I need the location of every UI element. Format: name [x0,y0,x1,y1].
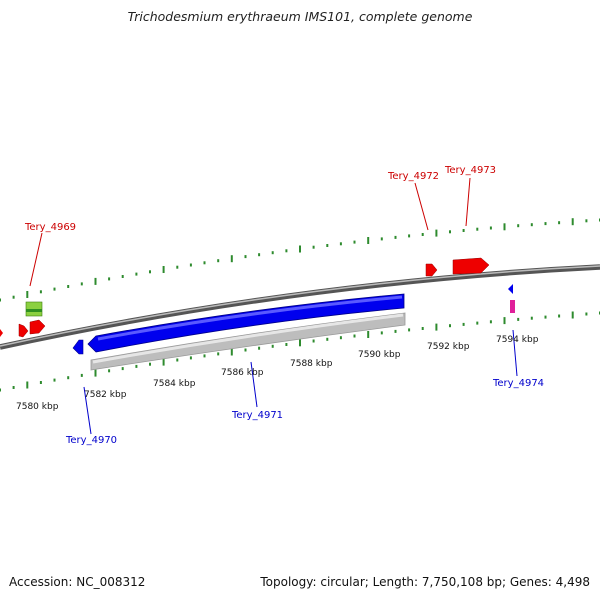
gene-label-tery-4972: Tery_4972 [387,171,439,182]
tick-label-7582: 7582 kbp [84,390,127,400]
leader-tery-4970 [83,386,92,435]
genome-backbone [0,264,600,350]
cds-arrow-left-edge [0,329,3,337]
leader-tery-4969 [29,232,43,287]
cds-arrow-left-small [18,323,29,338]
tick-labels: 7580 kbp 7582 kbp 7584 kbp 7586 kbp 7588… [16,335,539,412]
gene-label-tery-4973: Tery_4973 [444,165,496,176]
footer-accession: Accession: NC_008312 [9,575,146,589]
tick-label-7590: 7590 kbp [358,350,401,360]
tick-label-7586: 7586 kbp [221,368,264,378]
rna-feature-tery-4969-band [26,309,42,312]
cds-arrow-tery-4974 [508,284,513,294]
tick-label-7594: 7594 kbp [496,335,539,345]
gene-label-tery-4974: Tery_4974 [492,378,544,389]
cds-arrow-tery-4970 [72,339,84,355]
gray-cds-band-highlight [92,313,404,364]
cds-arrow-tery-4971-highlight [97,295,403,341]
tick-label-7592: 7592 kbp [427,342,470,352]
leader-tery-4973 [465,177,471,227]
genome-backbone-highlight [0,265,600,347]
cds-arrow-tery-4973 [452,257,490,275]
tick-label-7588: 7588 kbp [290,359,333,369]
gray-cds-band [90,312,406,371]
genome-title: Trichodesmium erythraeum IMS101, complet… [127,9,473,24]
cds-arrow-tery-4971 [87,293,405,353]
gene-labels: Tery_4969 Tery_4972 Tery_4973 Tery_4970 … [24,165,544,446]
cds-arrow-left-red [29,319,46,335]
tick-label-7584: 7584 kbp [153,379,196,389]
cds-arrow-tery-4972 [425,263,438,277]
forward-tick-track [0,218,600,302]
leader-tery-4971 [250,361,258,408]
footer-summary: Topology: circular; Length: 7,750,108 bp… [260,575,590,589]
leader-tery-4974 [512,329,518,377]
reverse-tick-track [0,311,600,392]
gene-label-tery-4971: Tery_4971 [231,410,283,421]
leader-tery-4972 [414,182,429,231]
gene-label-tery-4970: Tery_4970 [65,435,117,446]
misc-feature-tery-4974 [510,300,515,313]
gene-label-tery-4969: Tery_4969 [24,222,76,233]
tick-label-7580: 7580 kbp [16,402,59,412]
